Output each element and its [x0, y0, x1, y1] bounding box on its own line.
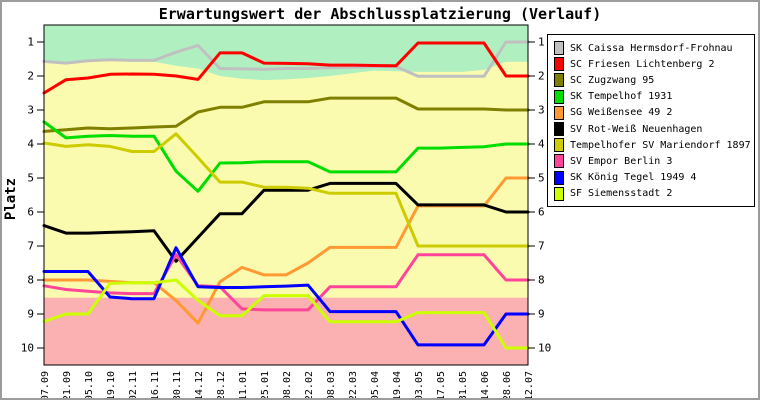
legend-label: Tempelhofer SV Mariendorf 1897 — [570, 139, 751, 151]
x-tick-label: 14.12 — [194, 371, 205, 398]
legend-label: SC Friesen Lichtenberg 2 — [570, 58, 715, 70]
x-tick-label: 22.03 — [348, 371, 359, 398]
y-tick-label-right: 6 — [538, 206, 545, 219]
x-tick-label: 31.05 — [458, 371, 469, 398]
y-tick-label-right: 4 — [538, 138, 545, 151]
y-tick-label-right: 5 — [538, 172, 545, 185]
legend-swatch-icon — [554, 57, 564, 72]
series-line-6 — [42, 132, 530, 248]
legend-item-9: SF Siemensstadt 2 — [554, 186, 754, 202]
series-line-3 — [42, 120, 530, 193]
y-tick-label-right: 9 — [538, 308, 545, 321]
y-tick-label-left: 7 — [27, 240, 34, 253]
zone-relegation — [44, 297, 528, 365]
legend-item-1: SC Friesen Lichtenberg 2 — [554, 56, 754, 72]
legend-item-3: SK Tempelhof 1931 — [554, 89, 754, 105]
legend-swatch-icon — [554, 154, 564, 169]
y-tick-label-left: 4 — [27, 138, 34, 151]
legend-box: SK Caissa Hermsdorf-Frohnau SC Friesen Li… — [547, 34, 755, 207]
legend-swatch-icon — [554, 170, 564, 185]
legend-label: SC Zugzwang 95 — [570, 74, 655, 86]
chart-title: Erwartungswert der Abschlussplatzierung … — [159, 5, 602, 23]
legend-label: SV Empor Berlin 3 — [570, 155, 673, 167]
series-line-2 — [42, 96, 530, 133]
legend-item-5: SV Rot-Weiß Neuenhagen — [554, 121, 754, 137]
y-tick-label-left: 5 — [27, 172, 34, 185]
zone-promotion — [44, 25, 528, 81]
x-tick-label: 30.11 — [172, 371, 183, 398]
series-line-8 — [42, 246, 530, 347]
y-tick-label-left: 9 — [27, 308, 34, 321]
y-tick-label-left: 3 — [27, 104, 34, 117]
series-line-1 — [42, 41, 530, 95]
y-tick-label-right: 10 — [538, 342, 551, 355]
legend-label: SF Siemensstadt 2 — [570, 188, 673, 200]
legend-label: SK Tempelhof 1931 — [570, 91, 673, 103]
x-tick-label: 16.11 — [150, 371, 161, 398]
x-tick-label: 25.01 — [260, 371, 271, 398]
legend-swatch-icon — [554, 105, 564, 120]
x-tick-label: 11.01 — [238, 371, 249, 398]
y-tick-label-left: 1 — [27, 36, 34, 49]
x-tick-label: 03.05 — [414, 371, 425, 398]
y-tick-label-left: 8 — [27, 274, 34, 287]
x-tick-label: 28.06 — [502, 371, 513, 398]
y-tick-label-right: 2 — [538, 70, 545, 83]
x-tick-label: 21.09 — [62, 371, 73, 398]
x-tick-label: 08.02 — [282, 371, 293, 398]
legend-label: SV Rot-Weiß Neuenhagen — [570, 123, 703, 135]
series-line-0 — [42, 40, 530, 78]
y-tick-label-right: 3 — [538, 104, 545, 117]
legend-item-2: SC Zugzwang 95 — [554, 72, 754, 88]
legend-label: SK König Tegel 1949 4 — [570, 172, 697, 184]
y-tick-label-right: 8 — [538, 274, 545, 287]
x-tick-label: 22.02 — [304, 371, 315, 398]
x-tick-label: 17.05 — [436, 371, 447, 398]
legend-swatch-icon — [554, 73, 564, 88]
x-tick-label: 02.11 — [128, 371, 139, 398]
legend-item-7: SV Empor Berlin 3 — [554, 153, 754, 169]
x-tick-label: 08.03 — [326, 371, 337, 398]
plot-border — [43, 24, 529, 366]
plot-area: 1 1 2 2 3 3 4 4 5 5 6 6 7 7 8 8 9 9 10 10 07.09 21.09 05.10 19.… — [21, 24, 551, 398]
series-line-7 — [42, 253, 530, 312]
legend-swatch-icon — [554, 138, 564, 153]
x-tick-label: 12.07 — [524, 371, 535, 398]
legend-swatch-icon — [554, 122, 564, 137]
series-line-5 — [42, 181, 530, 263]
legend-label: SK Caissa Hermsdorf-Frohnau — [570, 42, 733, 54]
x-tick-label: 14.06 — [480, 371, 491, 398]
legend-swatch-icon — [554, 89, 564, 104]
legend-swatch-icon — [554, 41, 564, 56]
y-tick-label-right: 1 — [538, 36, 545, 49]
x-tick-label: 28.12 — [216, 371, 227, 398]
x-tick-label: 19.10 — [106, 371, 117, 398]
y-tick-label-left: 2 — [27, 70, 34, 83]
x-tick-label: 07.09 — [40, 371, 51, 398]
y-tick-label-left: 6 — [27, 206, 34, 219]
legend-item-6: Tempelhofer SV Mariendorf 1897 — [554, 137, 754, 153]
legend-label: SG Weißensee 49 2 — [570, 107, 673, 119]
legend-item-4: SG Weißensee 49 2 — [554, 105, 754, 121]
y-tick-label-left: 10 — [21, 342, 34, 355]
x-tick-label: 05.04 — [370, 371, 381, 398]
legend-swatch-icon — [554, 186, 564, 201]
x-tick-label: 05.10 — [84, 371, 95, 398]
x-tick-label: 19.04 — [392, 371, 403, 398]
legend-item-0: SK Caissa Hermsdorf-Frohnau — [554, 40, 754, 56]
y-axis-label: Platz — [3, 178, 19, 220]
series-line-9 — [42, 278, 530, 350]
y-tick-label-right: 7 — [538, 240, 545, 253]
legend-item-8: SK König Tegel 1949 4 — [554, 170, 754, 186]
